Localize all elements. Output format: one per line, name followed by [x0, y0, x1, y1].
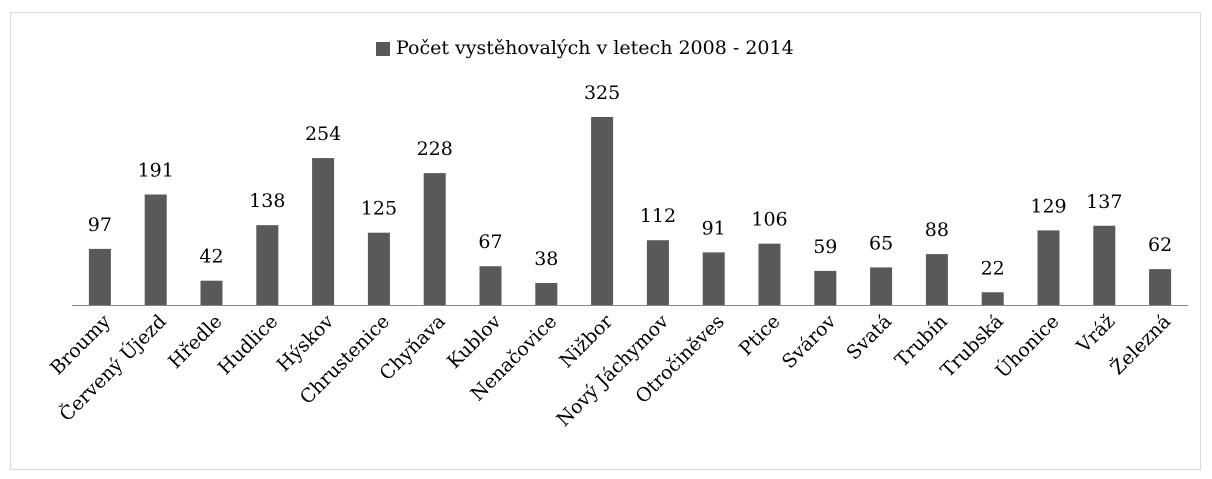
- value-label: 42: [199, 246, 223, 268]
- bar: [200, 280, 223, 305]
- value-label: 325: [584, 82, 620, 104]
- value-label: 65: [869, 232, 893, 254]
- value-label: 254: [305, 123, 341, 145]
- bar: [925, 254, 948, 305]
- value-label: 88: [925, 219, 949, 241]
- value-label: 97: [88, 214, 112, 236]
- value-label: 59: [813, 236, 837, 258]
- bar: [646, 240, 669, 305]
- bar: [312, 158, 335, 305]
- value-label: 38: [534, 248, 558, 270]
- bar: [535, 283, 558, 305]
- bar: [423, 173, 446, 305]
- bar: [144, 194, 167, 305]
- value-label: 106: [751, 209, 787, 231]
- bar: [479, 266, 502, 305]
- value-label: 91: [702, 217, 726, 239]
- bar: [758, 243, 781, 305]
- value-label: 138: [249, 190, 285, 212]
- legend-swatch: [376, 42, 390, 56]
- bar: [702, 252, 725, 305]
- value-label: 112: [640, 205, 676, 227]
- bar: [1149, 269, 1172, 305]
- value-label: 62: [1148, 234, 1172, 256]
- bar: [88, 248, 111, 305]
- bar: [981, 292, 1004, 305]
- legend-label: Počet vystěhovalých v letech 2008 - 2014: [396, 37, 794, 59]
- bar: [591, 117, 614, 305]
- bar: [367, 232, 390, 305]
- value-label: 191: [138, 160, 174, 182]
- value-label: 22: [981, 257, 1005, 279]
- bar: [1093, 225, 1116, 305]
- bar: [814, 270, 837, 305]
- value-label: 137: [1086, 191, 1122, 213]
- value-label: 129: [1030, 195, 1066, 217]
- bar: [870, 267, 893, 305]
- value-label: 228: [417, 138, 453, 160]
- value-label: 67: [478, 231, 502, 253]
- bar: [256, 225, 279, 305]
- bar: [1037, 230, 1060, 305]
- value-label: 125: [361, 198, 397, 220]
